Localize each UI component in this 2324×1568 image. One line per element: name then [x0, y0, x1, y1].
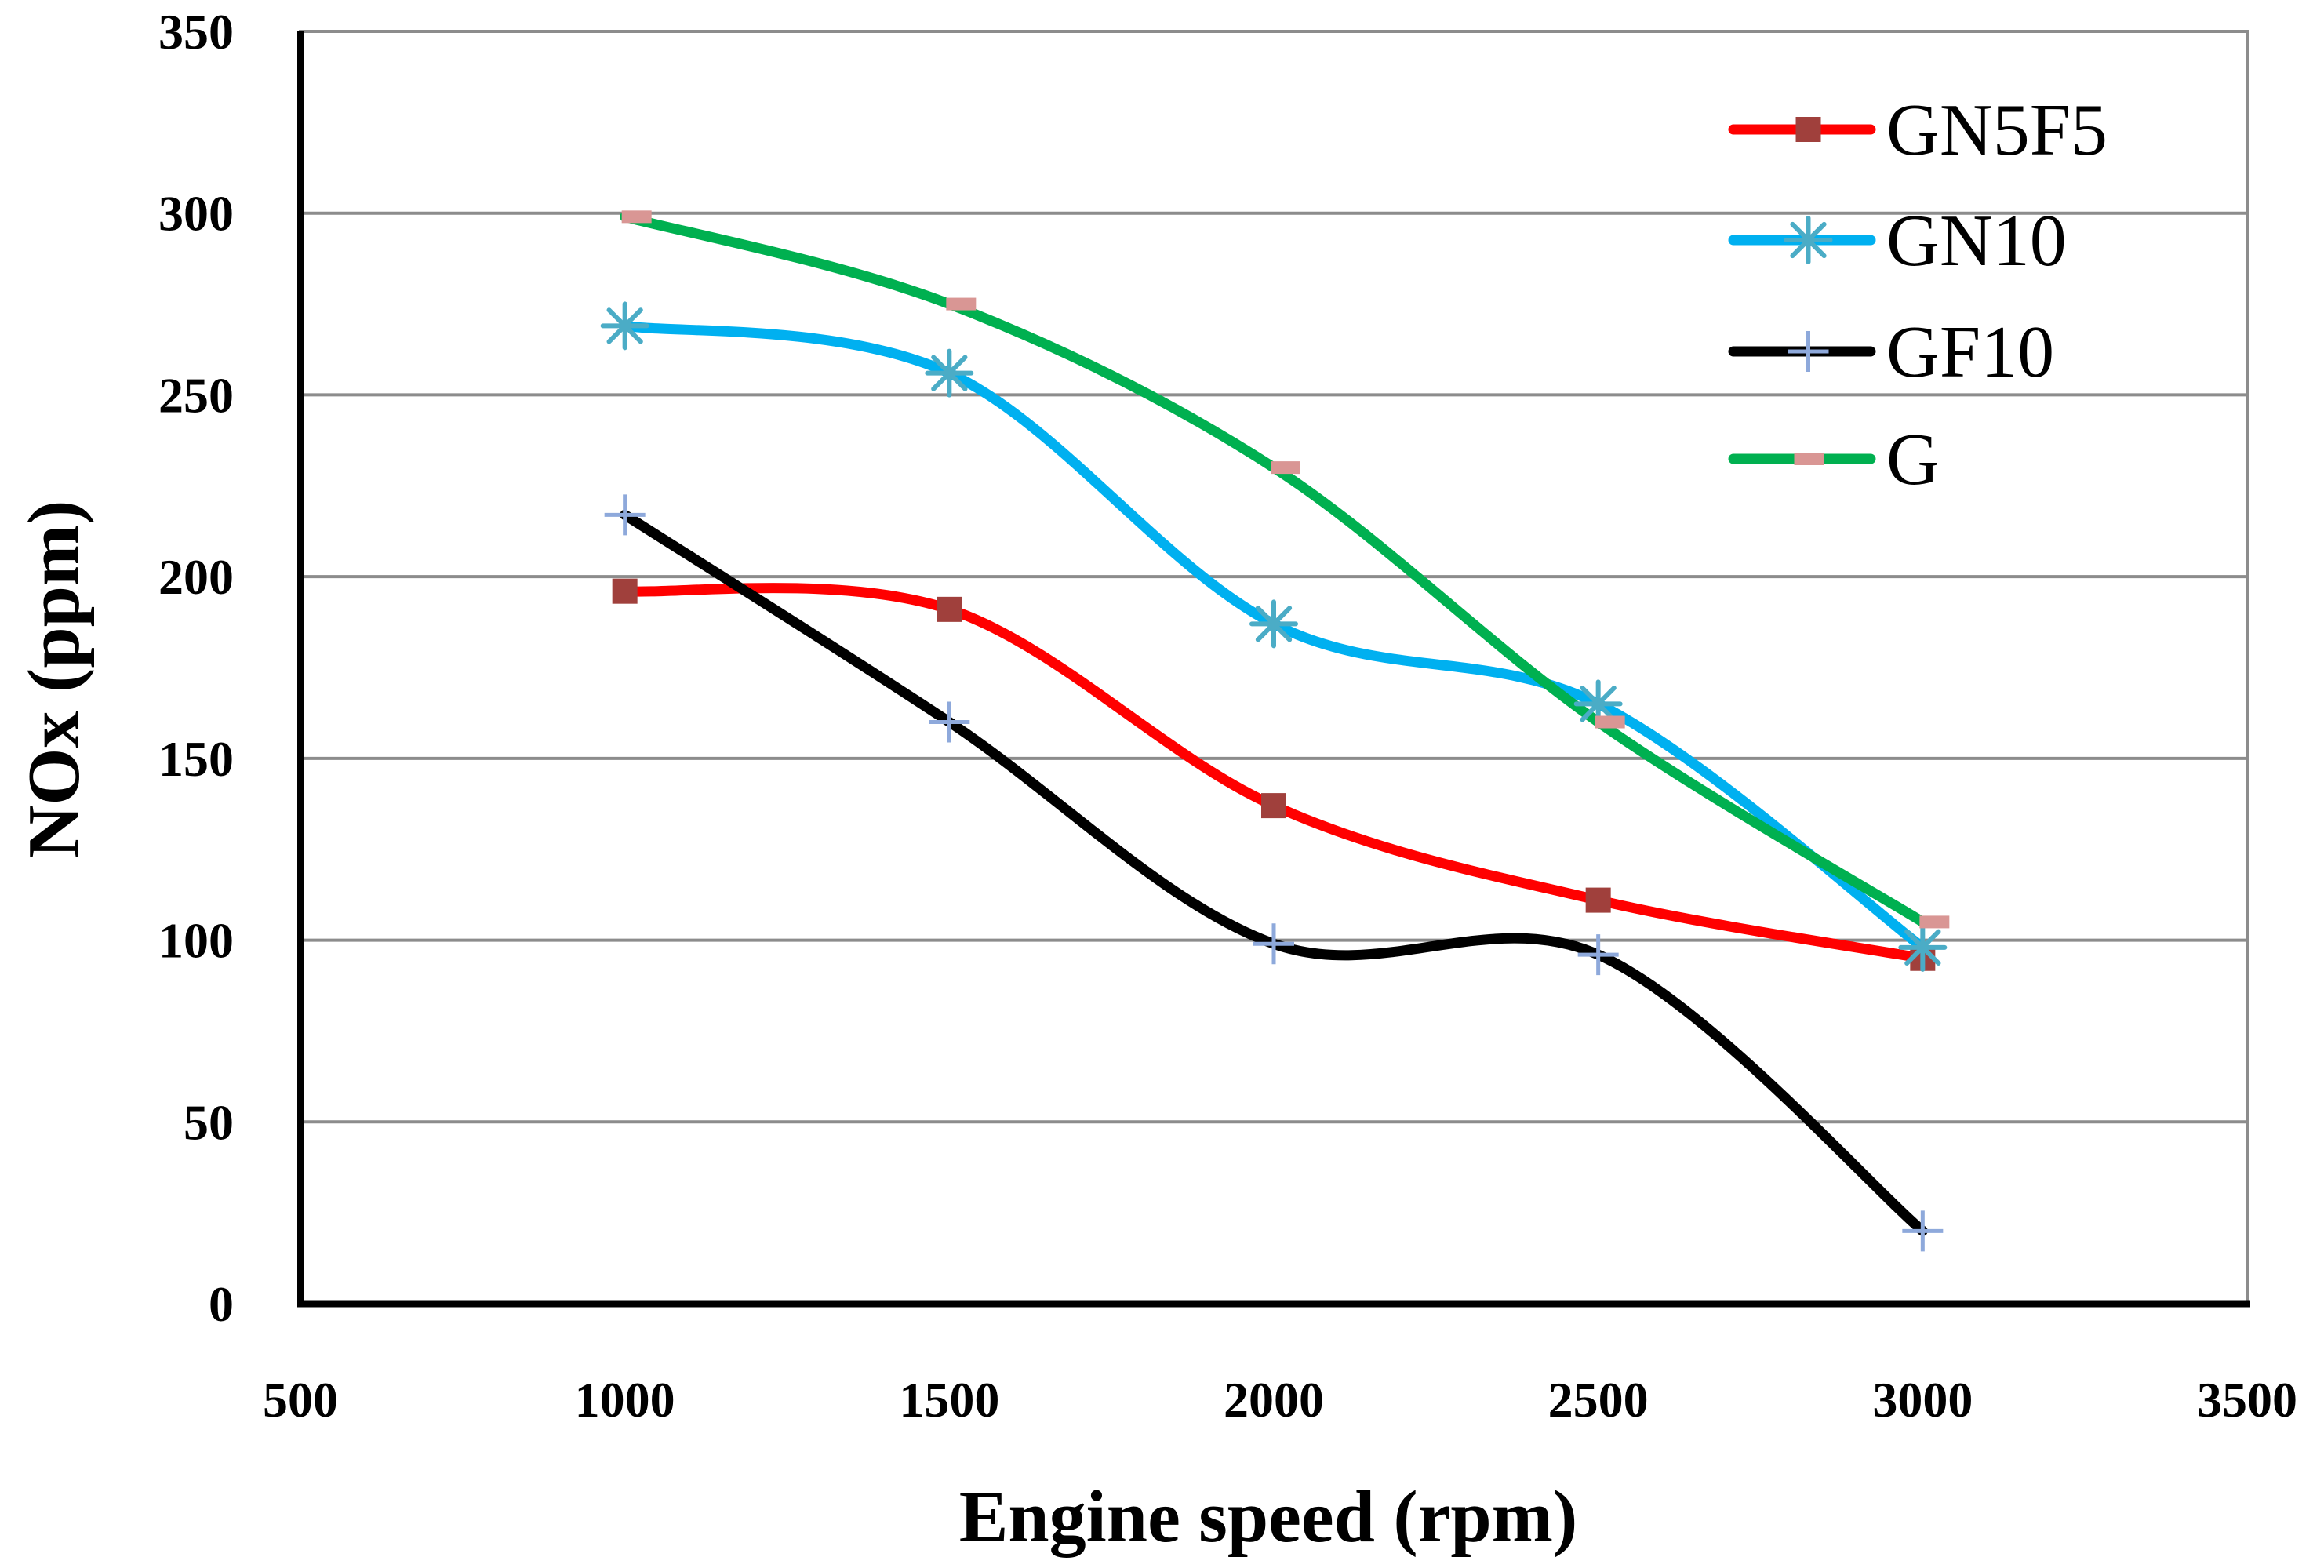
marker-gn10-1000-d2	[606, 307, 643, 344]
marker-gn5f5-1500	[937, 596, 962, 622]
marker-gf10-2000	[1253, 923, 1294, 965]
legend-label-gn10: GN10	[1886, 200, 2067, 282]
marker-gn10-2500	[1573, 679, 1623, 729]
marker-g-3000	[1919, 915, 1950, 929]
x-axis-tick-labels: 500 1000 1500 2000 2500 3000 3500	[263, 1372, 2297, 1428]
y-tick-label-150: 150	[158, 731, 234, 787]
y-tick-label-350: 350	[158, 4, 234, 60]
y-axis-title: NOx (ppm)	[13, 500, 95, 859]
marker-gf10-2500	[1577, 934, 1619, 976]
marker-gf10-1500	[929, 701, 970, 743]
series-markers	[600, 210, 1950, 1252]
x-tick-label-2500: 2500	[1548, 1372, 1649, 1428]
legend-marker-gn10-d2	[1790, 221, 1827, 259]
y-axis-tick-labels: 0 50 100 150 200 250 300 350	[158, 4, 234, 1332]
marker-gf10-3000	[1902, 1210, 1944, 1252]
y-tick-label-0: 0	[209, 1276, 234, 1332]
series-lines	[620, 211, 1928, 1236]
legend-item-gn5f5: GN5F5	[1728, 89, 2108, 171]
marker-gn5f5-2500	[1585, 887, 1611, 913]
y-tick-label-100: 100	[158, 913, 234, 969]
y-tick-label-50: 50	[184, 1094, 234, 1150]
marker-gn10-1500	[925, 348, 974, 398]
x-tick-label-3000: 3000	[1872, 1372, 1973, 1428]
legend-item-g: G	[1728, 419, 1940, 500]
legend-marker-gf10	[1788, 331, 1829, 372]
marker-gn10-2000-d2	[1255, 606, 1293, 642]
x-tick-label-1500: 1500	[899, 1372, 999, 1428]
marker-gn10-2500-d2	[1580, 686, 1617, 722]
legend-label-g: G	[1886, 419, 1940, 500]
marker-gn5f5-1000	[612, 578, 638, 604]
marker-g-1000	[621, 210, 652, 224]
x-axis-title: Engine speed (rpm)	[959, 1476, 1578, 1558]
legend-marker-gn5f5	[1795, 117, 1821, 142]
legend-item-gf10: GF10	[1728, 311, 2054, 393]
marker-gn10-1000	[600, 301, 649, 351]
marker-gn10-1500-d2	[931, 355, 968, 391]
marker-gn10-2000	[1249, 599, 1298, 649]
y-tick-label-300: 300	[158, 186, 234, 242]
plot-area	[297, 30, 2250, 1308]
legend-marker-gn10	[1784, 216, 1833, 264]
x-tick-label-500: 500	[263, 1372, 338, 1428]
y-tick-label-200: 200	[158, 549, 234, 605]
legend-label-gf10: GF10	[1886, 311, 2054, 393]
marker-gf10-1000	[604, 494, 646, 536]
x-tick-label-2000: 2000	[1224, 1372, 1324, 1428]
marker-g-1500	[946, 297, 977, 311]
x-tick-label-1000: 1000	[575, 1372, 675, 1428]
marker-gn10-3000-d2	[1904, 929, 1941, 966]
legend-label-gn5f5: GN5F5	[1886, 89, 2108, 171]
marker-gn10-3000	[1898, 922, 1948, 972]
marker-g-2000	[1271, 461, 1300, 475]
x-tick-label-3500: 3500	[2197, 1372, 2297, 1428]
legend-item-gn10: GN10	[1728, 200, 2067, 282]
legend-marker-g	[1794, 453, 1824, 465]
marker-g-2500	[1595, 715, 1625, 729]
legend: GN5F5 GN10 GF10 G	[1728, 89, 2108, 500]
marker-gn5f5-2000	[1261, 793, 1286, 819]
y-tick-label-250: 250	[158, 367, 234, 423]
